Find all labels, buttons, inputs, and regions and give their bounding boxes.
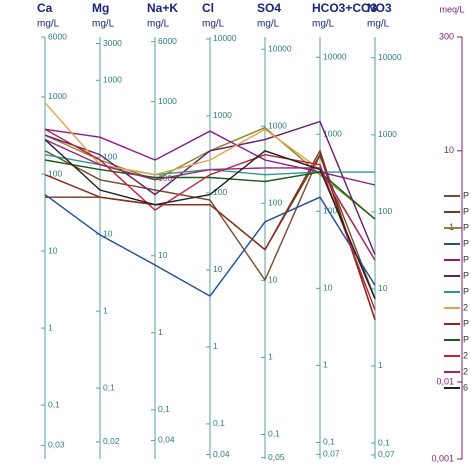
series-line <box>44 153 376 321</box>
column-tick-label: 100 <box>103 151 117 161</box>
series-line <box>44 194 376 298</box>
y-tick-label: 0,01 <box>436 376 454 386</box>
column-tick-label: 0,05 <box>268 452 285 462</box>
legend-label: 6 <box>463 382 468 392</box>
legend-label: P <box>463 270 469 280</box>
column-tick-label: 1000 <box>378 129 397 139</box>
series-line <box>44 138 376 261</box>
column-unit: mg/L <box>147 19 170 30</box>
column-tick-label: 1000 <box>268 120 287 130</box>
legend-label: 2 <box>463 366 468 376</box>
column-tick-label: 3000 <box>103 38 122 48</box>
column-unit: mg/L <box>202 19 225 30</box>
column-tick-label: 1 <box>323 360 328 370</box>
column-tick-label: 10000 <box>323 51 347 61</box>
column-tick-label: 1 <box>213 341 218 351</box>
column-label: Cl <box>202 1 214 15</box>
column-tick-label: 1000 <box>48 91 67 101</box>
legend-label: 2 <box>463 302 468 312</box>
column-tick-label: 10000 <box>213 33 237 43</box>
y-tick-label: 10 <box>444 145 454 155</box>
column-tick-label: 6000 <box>48 31 67 41</box>
column-tick-label: 0,1 <box>323 437 335 447</box>
column-label: Mg <box>92 1 109 15</box>
column-tick-label: 1000 <box>158 96 177 106</box>
column-tick-label: 1 <box>268 352 273 362</box>
column-unit: mg/L <box>37 19 60 30</box>
column-tick-label: 0,1 <box>158 404 170 414</box>
column-unit: mg/L <box>312 19 335 30</box>
column-tick-label: 0,07 <box>378 449 395 459</box>
column-tick-label: 0,04 <box>213 449 230 459</box>
column-tick-label: 1000 <box>213 110 232 120</box>
column-tick-label: 0,07 <box>323 449 340 459</box>
legend-label: P <box>463 254 469 264</box>
column-label: Ca <box>37 1 53 15</box>
column-tick-label: 100 <box>323 206 337 216</box>
column-tick-label: 10 <box>378 283 388 293</box>
column-tick-label: 0,04 <box>158 435 175 445</box>
column-tick-label: 10 <box>48 245 58 255</box>
legend-label: P <box>463 222 469 232</box>
column-tick-label: 1 <box>378 360 383 370</box>
y-tick-label: 300 <box>439 31 454 41</box>
series-line <box>44 120 376 255</box>
legend-label: 2 <box>463 350 468 360</box>
column-label: SO4 <box>257 1 281 15</box>
column-tick-label: 1 <box>48 322 53 332</box>
column-tick-label: 100 <box>268 198 282 208</box>
column-tick-label: 10 <box>323 283 333 293</box>
column-tick-label: 0,1 <box>103 382 115 392</box>
series-line <box>44 159 376 220</box>
column-tick-label: 10000 <box>268 43 292 53</box>
column-label: NO3 <box>367 1 392 15</box>
column-tick-label: 0,1 <box>268 429 280 439</box>
column-unit: mg/L <box>367 19 390 30</box>
column-tick-label: 1000 <box>323 129 342 139</box>
column-tick-label: 100 <box>378 206 392 216</box>
column-tick-label: 10 <box>103 228 113 238</box>
y-axis-label: meq/L <box>439 4 464 14</box>
column-tick-label: 0,03 <box>48 440 65 450</box>
column-label: Na+K <box>147 1 178 15</box>
column-tick-label: 100 <box>48 168 62 178</box>
y-tick-label: 0,001 <box>431 453 454 463</box>
column-tick-label: 10000 <box>378 52 402 62</box>
column-unit: mg/L <box>92 19 115 30</box>
legend-label: P <box>463 206 469 216</box>
series-line <box>44 139 376 300</box>
column-tick-label: 0,02 <box>103 436 120 446</box>
legend-label: P <box>463 238 469 248</box>
column-tick-label: 0,1 <box>213 418 225 428</box>
legend-label: P <box>463 318 469 328</box>
column-unit: mg/L <box>257 19 280 30</box>
column-tick-label: 1 <box>158 327 163 337</box>
column-tick-label: 1 <box>103 305 108 315</box>
column-tick-label: 6000 <box>158 36 177 46</box>
legend-label: P <box>463 286 469 296</box>
column-tick-label: 10 <box>268 275 278 285</box>
column-label: HCO3+CO3 <box>312 1 377 15</box>
column-tick-label: 10 <box>158 250 168 260</box>
legend-label: P <box>463 190 469 200</box>
series-line <box>44 128 376 311</box>
column-tick-label: 100 <box>213 187 227 197</box>
column-tick-label: 0,1 <box>378 437 390 447</box>
column-tick-label: 1000 <box>103 75 122 85</box>
legend-label: P <box>463 334 469 344</box>
column-tick-label: 0,1 <box>48 399 60 409</box>
column-tick-label: 10 <box>213 264 223 274</box>
